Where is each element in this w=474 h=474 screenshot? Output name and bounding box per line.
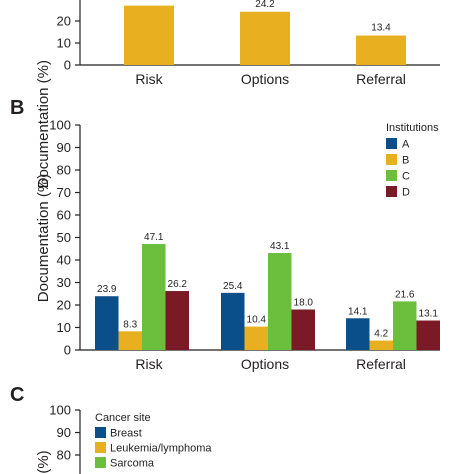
panel-b-legend-entry: A <box>402 139 410 151</box>
panel-a-data-label: 24.2 <box>255 0 275 10</box>
panel-b-y-tick-label: 0 <box>64 343 71 358</box>
panel-b-data-label: 21.6 <box>395 289 415 300</box>
panel-b-y-tick-label: 40 <box>57 253 71 268</box>
panel-b-bar <box>393 301 417 350</box>
panel-b-y-tick-label: 100 <box>49 118 71 133</box>
panel-b-y-tick-label: 70 <box>57 185 71 200</box>
panel-c-legend-entry: Sarcoma <box>110 458 155 470</box>
panel-c-legend-swatch <box>95 457 106 468</box>
panel-c: C (%) 80 90 100 Cancer site Breast Leukemia… <box>10 384 212 474</box>
panel-b-data-label: 4.2 <box>374 329 388 340</box>
panel-a-data-label: 13.4 <box>371 23 391 34</box>
panel-b-label: B <box>10 97 24 119</box>
panel-a-y-tick-label: 20 <box>57 14 71 29</box>
panel-c-legend-swatch <box>95 427 106 438</box>
panel-b-bar <box>221 292 245 350</box>
panel-b-bar <box>165 291 189 350</box>
panel-b-bar <box>118 331 142 350</box>
panel-b-bar <box>268 253 292 350</box>
panel-a-category-label: Referral <box>356 71 406 87</box>
panel-b: B Documentation (%) 0 10 20 30 40 50 60 70 80 90 1… <box>10 97 440 372</box>
panel-b-bar <box>416 320 440 350</box>
panel-b-bar <box>291 309 315 350</box>
panel-c-legend-entry: Breast <box>110 428 142 440</box>
panel-b-category-label: Options <box>241 356 289 372</box>
panel-a-y-axis-label: Documentation (%) <box>35 60 52 188</box>
panel-b-legend-swatch <box>386 170 397 181</box>
panel-a-bar <box>124 5 174 66</box>
panel-b-legend-title: Institutions <box>386 122 439 134</box>
panel-b-legend-entry: C <box>402 171 410 183</box>
panel-b-y-tick-label: 90 <box>57 140 71 155</box>
panel-c-y-tick-label: 90 <box>57 425 71 440</box>
panel-b-y-tick-label: 50 <box>57 230 71 245</box>
panel-b-legend-entry: B <box>402 155 409 167</box>
panel-c-y-tick-label: 100 <box>49 403 71 418</box>
panel-a-category-label: Risk <box>135 71 163 87</box>
panel-b-legend-swatch <box>386 186 397 197</box>
panel-c-legend-swatch <box>95 442 106 453</box>
panel-b-y-tick-label: 30 <box>57 275 71 290</box>
panel-b-legend-entry: D <box>402 187 410 199</box>
panel-b-data-label: 18.0 <box>294 298 314 309</box>
panel-b-data-label: 26.2 <box>168 279 188 290</box>
panel-c-legend: Cancer site Breast Leukemia/lymphoma Sarco… <box>95 412 212 470</box>
panel-a-category-label: Options <box>241 71 289 87</box>
panel-b-data-label: 25.4 <box>223 281 243 292</box>
panel-b-data-label: 10.4 <box>247 315 267 326</box>
panel-c-y-axis-label: (%) <box>35 450 52 473</box>
panel-b-bar <box>142 244 166 350</box>
panel-b-legend-swatch <box>386 154 397 165</box>
panel-c-label: C <box>10 384 24 406</box>
panel-b-data-label: 14.1 <box>348 306 368 317</box>
panel-b-category-label: Risk <box>135 356 163 372</box>
panel-b-data-label: 43.1 <box>270 241 290 252</box>
panel-b-legend-swatch <box>386 138 397 149</box>
panel-a-bar <box>356 35 406 65</box>
panel-c-y-tick-label: 80 <box>57 448 71 463</box>
panel-b-y-tick-label: 20 <box>57 298 71 313</box>
panel-b-data-label: 13.1 <box>419 309 439 320</box>
panel-a-y-tick-label: 0 <box>64 58 71 73</box>
panel-b-y-tick-label: 60 <box>57 208 71 223</box>
panel-b-bar <box>244 326 268 350</box>
panel-a-bar <box>240 11 290 65</box>
panel-b-bar <box>369 340 393 350</box>
panel-c-legend-title: Cancer site <box>95 412 151 424</box>
panel-b-category-label: Referral <box>356 356 406 372</box>
panel-b-data-label: 23.9 <box>97 284 117 295</box>
panel-a: Documentation (%) 0 10 20 24.2 13.4 Risk Opt… <box>35 0 440 188</box>
panel-c-legend-entry: Leukemia/lymphoma <box>110 443 212 455</box>
panel-a-y-tick-label: 10 <box>57 36 71 51</box>
panel-b-y-tick-label: 80 <box>57 163 71 178</box>
panel-b-data-label: 47.1 <box>144 232 164 243</box>
panel-b-y-axis-label: Documentation (%) <box>35 174 52 302</box>
panel-b-y-tick-label: 10 <box>57 320 71 335</box>
panel-b-bar <box>95 296 119 350</box>
panel-b-data-label: 8.3 <box>123 319 137 330</box>
panel-b-bar <box>346 318 370 350</box>
